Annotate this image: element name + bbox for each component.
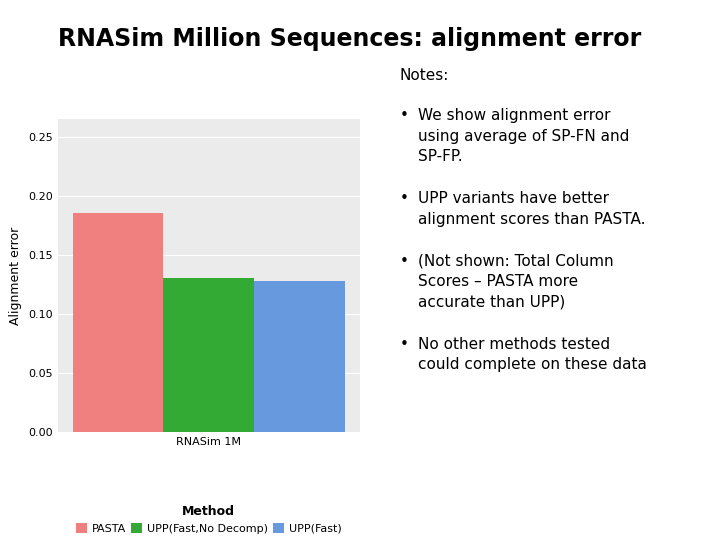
Text: (Not shown: Total Column: (Not shown: Total Column (418, 254, 613, 269)
Text: accurate than UPP): accurate than UPP) (418, 295, 565, 310)
Text: •: • (400, 337, 408, 352)
Bar (163, 278, 254, 432)
Text: We show alignment error: We show alignment error (418, 108, 610, 123)
Text: could complete on these data: could complete on these data (418, 357, 647, 373)
Text: UPP variants have better: UPP variants have better (418, 191, 608, 206)
Text: •: • (400, 108, 408, 123)
Legend: PASTA, UPP(Fast,No Decomp), UPP(Fast): PASTA, UPP(Fast,No Decomp), UPP(Fast) (71, 500, 346, 538)
Text: •: • (400, 191, 408, 206)
Text: Notes:: Notes: (400, 68, 449, 83)
Text: alignment scores than PASTA.: alignment scores than PASTA. (418, 212, 645, 227)
Text: No other methods tested: No other methods tested (418, 337, 610, 352)
Text: using average of SP-FN and: using average of SP-FN and (418, 129, 629, 144)
Y-axis label: Alignment error: Alignment error (9, 226, 22, 325)
Text: •: • (400, 254, 408, 269)
Bar (254, 281, 345, 432)
Bar (73, 213, 163, 432)
Text: RNASim Million Sequences: alignment error: RNASim Million Sequences: alignment erro… (58, 27, 641, 51)
Text: Scores – PASTA more: Scores – PASTA more (418, 274, 577, 289)
Text: SP-FP.: SP-FP. (418, 149, 462, 164)
